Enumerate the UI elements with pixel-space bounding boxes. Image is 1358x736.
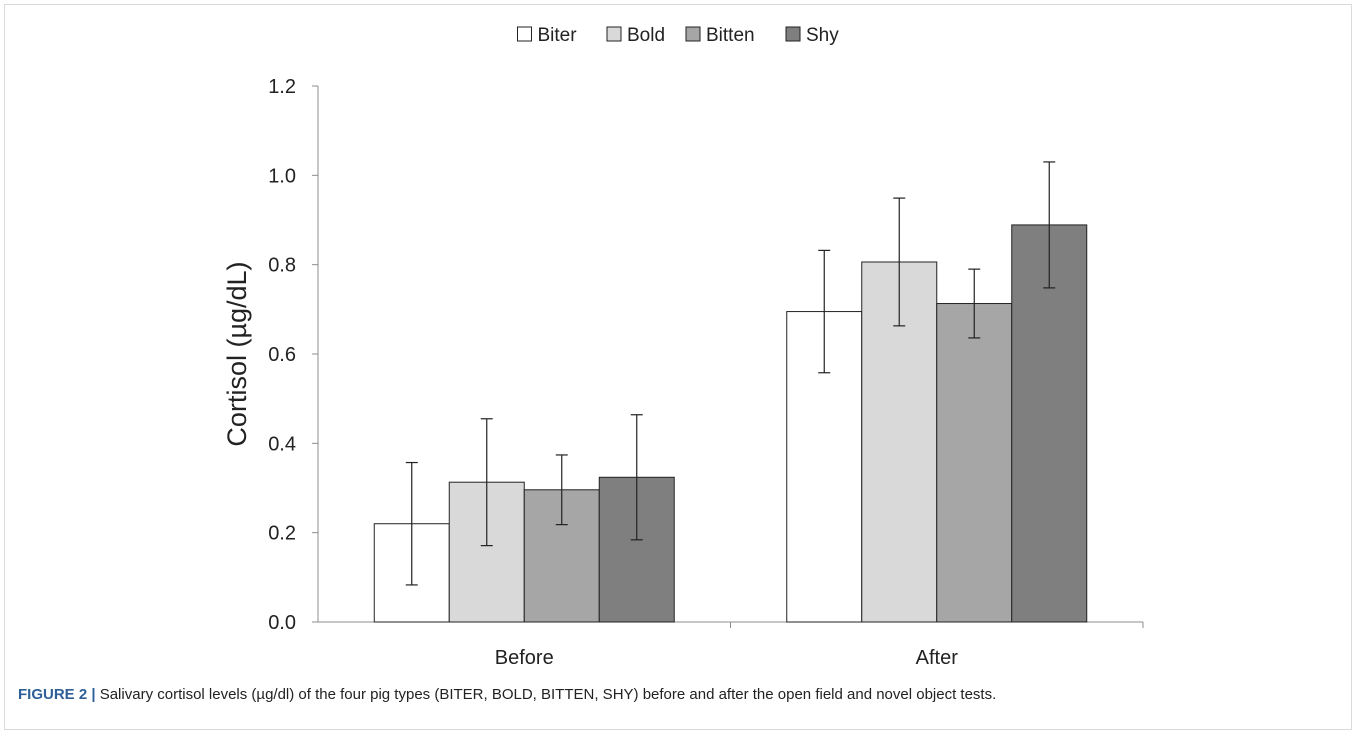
y-axis-label: Cortisol (µg/dL) [222,261,252,446]
legend-swatch [606,26,622,42]
legend-entry: Bold [627,25,665,46]
y-tick-label: 0.2 [268,523,296,545]
figure-frame [4,4,1352,730]
bar [448,481,525,623]
legend-entry: Bitten [706,25,755,46]
bar [1011,224,1088,623]
y-tick-label: 0.8 [268,255,296,277]
legend-swatch [685,26,701,42]
y-tick-label: 0.0 [268,612,296,634]
caption-label: FIGURE 2 | [18,686,96,703]
figure-caption: FIGURE 2 | Salivary cortisol levels (µg/… [18,686,996,703]
x-tick-label: After [916,647,959,669]
legend-entry: Biter [538,25,578,46]
chart-legend: Biter Bold Bitten Shy [517,25,839,46]
legend-entry: Shy [806,25,839,46]
bar-chart: Biter Bold Bitten Shy 0.0 0.2 0.4 0.6 0.8 1.0 1.2… [222,25,1144,669]
bar [936,303,1013,623]
y-tick-label: 0.4 [268,433,296,455]
y-tick-label: 1.2 [268,76,296,98]
legend-swatch [517,26,532,42]
legend-swatch [785,26,801,42]
chart-axes: 0.0 0.2 0.4 0.6 0.8 1.0 1.2 Before After [268,76,1144,669]
y-tick-label: 0.6 [268,344,296,366]
caption-text: Salivary cortisol levels (µg/dl) of the … [95,686,997,703]
x-tick-label: Before [495,647,554,669]
y-tick-label: 1.0 [268,165,296,187]
chart-bars [373,161,1088,623]
